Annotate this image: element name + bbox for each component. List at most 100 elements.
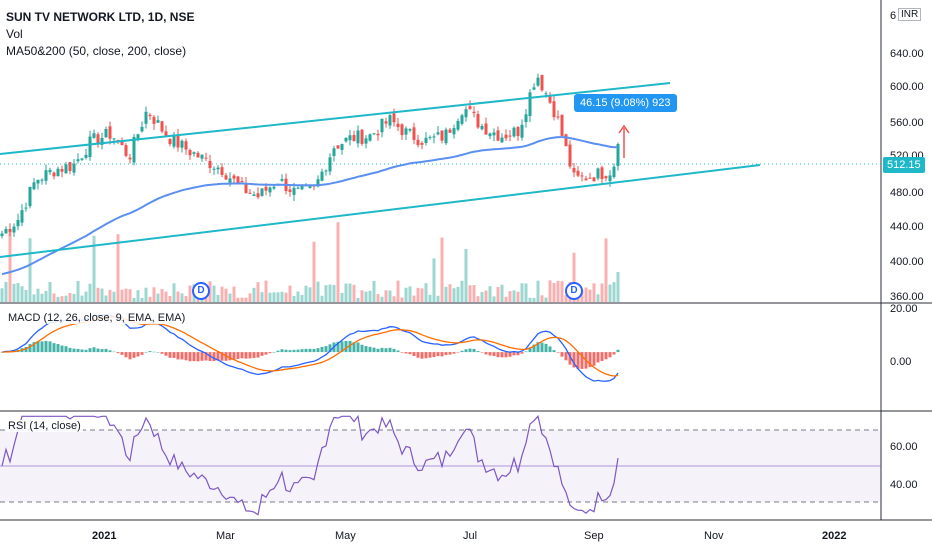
ma200-line	[1, 136, 619, 276]
measure-label[interactable]: 46.15 (9.08%) 923	[574, 94, 677, 112]
volume-bar	[312, 241, 316, 302]
volume-bar	[456, 286, 460, 302]
volume-bar	[584, 287, 588, 302]
macd-hist-bar	[52, 343, 56, 353]
candle-body	[464, 109, 468, 118]
volume-bar	[532, 297, 536, 302]
ma-label: MA50&200 (50, close, 200, close)	[6, 44, 187, 58]
macd-hist-bar	[140, 352, 144, 355]
macd-hist-bar	[308, 348, 312, 353]
candle-body	[204, 157, 208, 159]
macd-hist-bar	[232, 352, 236, 360]
candle-body	[400, 124, 404, 136]
price-tick: 600.00	[890, 81, 924, 93]
candle-body	[52, 172, 56, 177]
candle-body	[92, 133, 96, 138]
macd-hist-bar	[240, 352, 244, 359]
candle-body	[288, 189, 292, 193]
macd-hist-bar	[340, 341, 344, 353]
candle-body	[72, 163, 76, 173]
volume-bar	[224, 288, 228, 302]
macd-hist-bar	[196, 352, 200, 362]
candle-body	[200, 154, 204, 159]
candle-body	[540, 75, 544, 91]
volume-bar	[216, 294, 220, 302]
macd-hist-bar	[76, 348, 80, 353]
volume-bar	[308, 287, 312, 302]
volume-bar	[392, 296, 396, 302]
volume-bar	[360, 290, 364, 302]
macd-hist-bar	[548, 346, 552, 353]
dividend-marker[interactable]: D	[565, 282, 583, 300]
channel-upper-line[interactable]	[0, 82, 671, 155]
macd-hist-bar	[452, 352, 456, 354]
volume-bar	[84, 291, 88, 302]
macd-hist-bar	[616, 349, 620, 353]
channel-lower-line[interactable]	[0, 164, 761, 258]
macd-hist-bar	[80, 349, 84, 353]
candle-body	[220, 167, 224, 175]
volume-bar	[424, 283, 428, 302]
volume-bar	[376, 294, 380, 302]
volume-bar	[380, 296, 384, 302]
macd-hist-bar	[268, 352, 272, 354]
candle-body	[520, 124, 524, 138]
volume-bar	[64, 295, 68, 302]
price-tick: 360.00	[890, 291, 924, 303]
time-tick: 2022	[822, 530, 847, 542]
macd-hist-bar	[60, 345, 64, 353]
volume-bar	[404, 287, 408, 302]
macd-hist-bar	[596, 352, 600, 363]
macd-tick: 0.00	[890, 356, 912, 368]
macd-hist-bar	[524, 351, 528, 353]
candle-body	[88, 136, 92, 158]
candle-body	[176, 134, 180, 148]
price-tick: 440.00	[890, 221, 924, 233]
volume-bar	[136, 290, 140, 302]
macd-hist-bar	[324, 346, 328, 353]
candle-body	[500, 137, 504, 143]
macd-hist-bar	[148, 351, 152, 353]
candle-body	[12, 226, 16, 233]
macd-hist-bar	[424, 352, 428, 359]
volume-bar	[396, 280, 400, 302]
macd-hist-bar	[556, 352, 560, 353]
volume-bar	[120, 289, 124, 302]
macd-hist-bar	[356, 342, 360, 353]
candle-body	[84, 154, 88, 158]
macd-hist-bar	[400, 352, 404, 353]
price-tick: 560.00	[890, 117, 924, 129]
volume-bar	[368, 290, 372, 302]
macd-hist-bar	[612, 352, 616, 355]
macd-hist-bar	[376, 348, 380, 353]
time-tick: Sep	[584, 530, 604, 542]
macd-hist-bar	[304, 348, 308, 353]
candle-body	[324, 170, 328, 172]
macd-hist-bar	[300, 349, 304, 353]
macd-hist-bar	[272, 351, 276, 353]
volume-bar	[20, 286, 24, 302]
volume-bar	[440, 237, 444, 302]
candle-body	[516, 127, 520, 137]
currency-label[interactable]: INR	[898, 8, 922, 21]
volume-bar	[96, 287, 100, 302]
macd-hist-bar	[456, 352, 460, 353]
volume-bar	[68, 292, 72, 302]
macd-hist-bar	[532, 344, 536, 353]
volume-bar	[412, 295, 416, 302]
candle-body	[548, 96, 552, 103]
candle-body	[120, 140, 124, 145]
volume-bar	[276, 292, 280, 302]
price-axis-top-tick: 6	[890, 10, 897, 22]
volume-bar	[260, 292, 264, 302]
volume-bars	[0, 222, 620, 302]
candle-body	[328, 157, 332, 172]
candle-body	[184, 141, 188, 150]
macd-hist-bar	[200, 352, 204, 361]
volume-bar	[256, 282, 260, 302]
macd-hist-bar	[468, 348, 472, 353]
volume-bar	[160, 289, 164, 302]
volume-bar	[240, 297, 244, 302]
dividend-marker[interactable]: D	[192, 282, 210, 300]
